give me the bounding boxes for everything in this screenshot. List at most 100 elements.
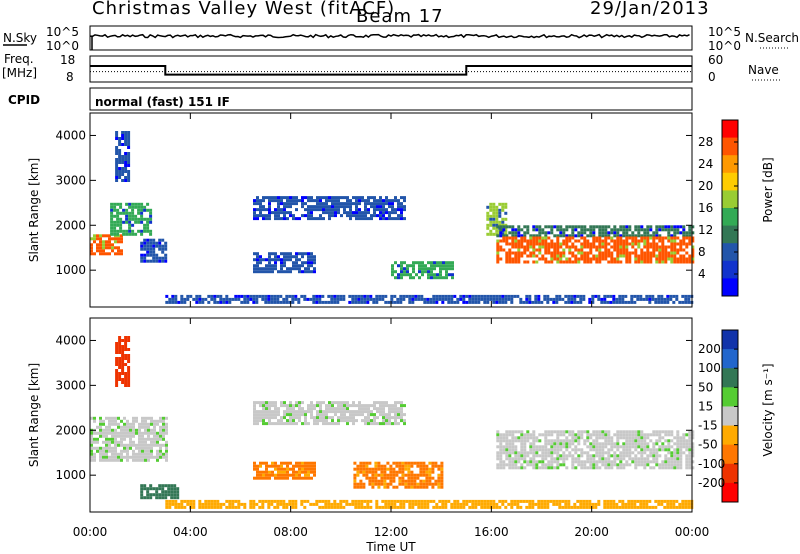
vel-data-cell (307, 404, 310, 408)
vel-data-cell (688, 433, 692, 437)
vel-data-cell (508, 454, 512, 458)
vel-data-cell (622, 466, 626, 470)
vel-data-cell (416, 476, 420, 480)
power-data-cell (355, 211, 358, 215)
power-data-cell (673, 257, 677, 261)
vel-data-cell (498, 505, 502, 509)
power-data-cell (601, 234, 605, 238)
vel-data-cell (391, 404, 394, 408)
power-data-cell (685, 236, 689, 240)
power-data-cell (113, 223, 117, 227)
power-data-cell (628, 251, 632, 255)
power-data-cell (663, 297, 667, 301)
power-data-cell (256, 261, 259, 265)
power-data-cell (336, 297, 340, 301)
power-data-cell (124, 164, 128, 167)
power-data-cell (289, 267, 292, 271)
power-data-cell (604, 225, 608, 229)
power-data-cell (670, 242, 674, 246)
power-data-cell (270, 300, 274, 304)
power-data-cell (298, 270, 301, 274)
power-data-cell (289, 214, 292, 218)
power-data-cell (382, 217, 385, 221)
vel-data-cell (159, 428, 162, 432)
vel-data-cell (135, 455, 138, 459)
vel-data-cell (282, 502, 286, 506)
power-data-cell (622, 239, 626, 243)
vel-data-cell (390, 499, 394, 503)
power-data-cell (583, 242, 587, 246)
power-data-cell (622, 245, 626, 249)
power-data-cell (327, 300, 331, 304)
power-data-cell (307, 258, 310, 262)
power-data-cell (388, 214, 391, 218)
power-data-cell (664, 251, 668, 255)
power-data-cell (445, 276, 448, 280)
power-data-cell (603, 294, 607, 298)
vel-data-cell (598, 433, 602, 437)
power-data-cell (125, 232, 129, 236)
vel-data-cell (391, 422, 394, 426)
power-data-cell (691, 245, 695, 249)
vel-data-cell (643, 466, 647, 470)
vel-data-cell (304, 467, 307, 471)
vel-data-cell (471, 502, 475, 506)
vel-data-cell (529, 448, 533, 452)
power-data-cell (352, 211, 355, 215)
power-data-cell (444, 297, 448, 301)
power-data-cell (511, 245, 515, 249)
power-data-cell (213, 297, 217, 301)
power-data-cell (90, 243, 93, 247)
vel-data-cell (502, 460, 506, 464)
power-data-cell (268, 202, 271, 206)
power-data-cell (529, 236, 533, 240)
vel-data-cell (292, 413, 295, 417)
power-data-cell (633, 300, 637, 304)
power-data-cell (685, 231, 689, 235)
vel-data-cell (306, 499, 310, 503)
vel-data-cell (111, 431, 114, 435)
power-data-cell (558, 297, 562, 301)
vel-data-cell (105, 443, 108, 447)
vel-data-cell (388, 404, 391, 408)
vel-data-cell (117, 422, 120, 426)
vel-data-cell (121, 351, 125, 354)
power-data-cell (532, 236, 536, 240)
vel-data-cell (585, 505, 589, 509)
vel-data-cell (517, 460, 521, 464)
vel-data-cell (532, 430, 536, 434)
power-data-cell (364, 211, 367, 215)
power-data-cell (607, 236, 611, 240)
vel-data-cell (510, 499, 514, 503)
vel-data-cell (256, 410, 259, 414)
power-data-cell (259, 205, 262, 209)
power-data-cell (529, 239, 533, 243)
vel-data-cell (383, 470, 387, 474)
power-data-cell (477, 297, 481, 301)
power-data-cell (289, 270, 292, 274)
power-data-cell (568, 257, 572, 261)
power-data-cell (307, 208, 310, 212)
power-data-cell (687, 297, 691, 301)
vel-data-cell (286, 470, 289, 474)
vel-data-cell (622, 457, 626, 461)
vel-data-cell (340, 407, 343, 411)
vel-data-cell (564, 505, 568, 509)
power-data-cell (249, 294, 253, 298)
power-data-cell (292, 214, 295, 218)
power-data-cell (259, 199, 262, 203)
vel-data-cell (537, 505, 541, 509)
power-data-cell (382, 208, 385, 212)
power-data-cell (633, 294, 637, 298)
vel-data-cell (111, 446, 114, 450)
vel-data-cell (579, 499, 583, 503)
power-data-cell (140, 217, 144, 221)
power-data-cell (610, 231, 614, 235)
power-data-cell (161, 256, 165, 260)
vel-data-cell (395, 470, 399, 474)
power-data-cell (514, 231, 518, 235)
vel-data-cell (132, 431, 135, 435)
vel-data-cell (102, 449, 105, 453)
power-data-cell (517, 231, 521, 235)
vel-data-cell (616, 466, 620, 470)
